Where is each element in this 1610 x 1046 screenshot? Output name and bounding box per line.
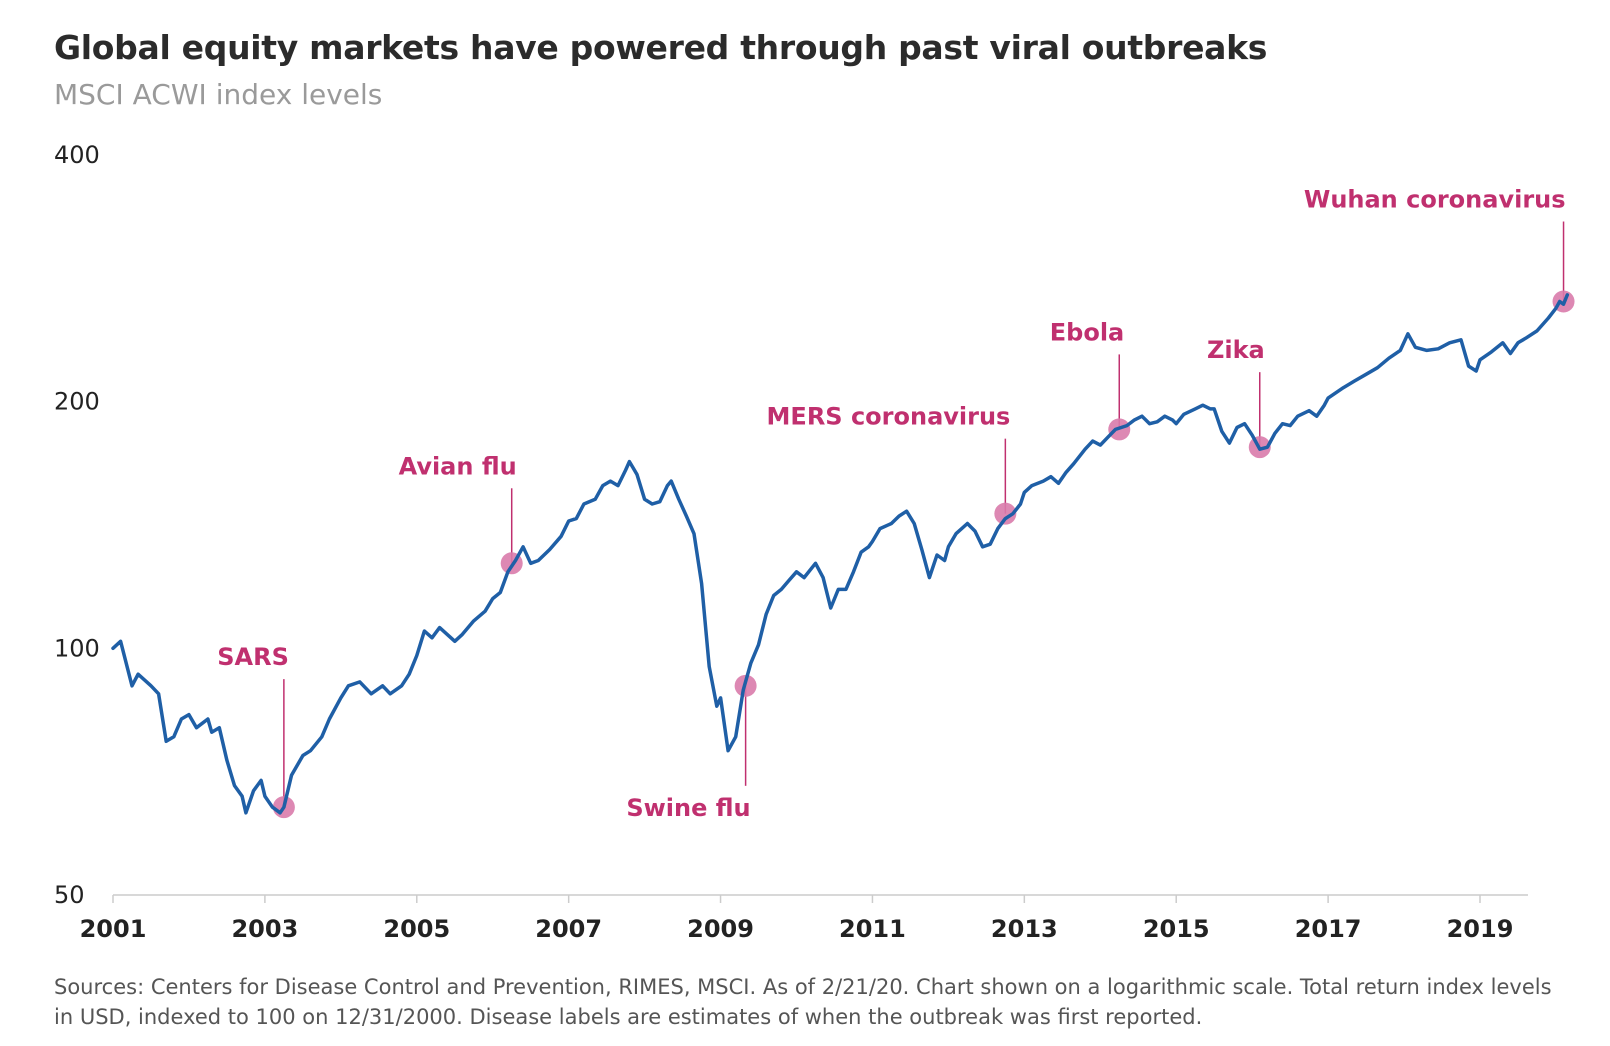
series-layer [111,293,1570,815]
x-tick-label: 2005 [383,915,450,943]
y-tick-label: 100 [54,634,100,662]
x-tick-label: 2003 [231,915,298,943]
line-chart: 2001 2003 2005 2007 2009 2011 2013 2015 2017 2019… [54,141,1575,943]
x-tick-label: 2015 [1143,915,1210,943]
x-tick-label: 2007 [535,915,602,943]
x-tick-label: 2013 [991,915,1058,943]
annotation-label: Wuhan coronavirus [1304,186,1566,214]
axes: 2001 2003 2005 2007 2009 2011 2013 2015 2017 2019… [54,141,1528,943]
y-tick-label: 50 [54,881,85,909]
series-line-msci-acwi [111,293,1570,815]
annotation-leaders [283,221,1565,808]
annotation-marker [994,502,1017,525]
footnote: Sources: Centers for Disease Control and… [54,975,1552,1029]
annotation-label: Zika [1207,336,1265,364]
x-tick-label: 2019 [1447,915,1514,943]
x-tick-label: 2009 [687,915,754,943]
annotation-labels: SARS Avian flu Swine flu MERS coronavirus Eb… [217,186,1565,822]
annotation-label: Swine flu [626,794,750,822]
chart-title: Global equity markets have powered throu… [54,28,1268,67]
x-tick-label: 2001 [80,915,147,943]
annotation-label: Ebola [1050,318,1124,346]
annotation-label: Avian flu [399,452,517,480]
y-tick-label: 400 [54,141,100,169]
annotation-label: SARS [217,643,289,671]
annotation-label: MERS coronavirus [767,403,1011,431]
x-tick-label: 2011 [839,915,906,943]
y-tick-label: 200 [54,388,100,416]
chart-subtitle: MSCI ACWI index levels [54,78,383,111]
x-tick-label: 2017 [1295,915,1362,943]
